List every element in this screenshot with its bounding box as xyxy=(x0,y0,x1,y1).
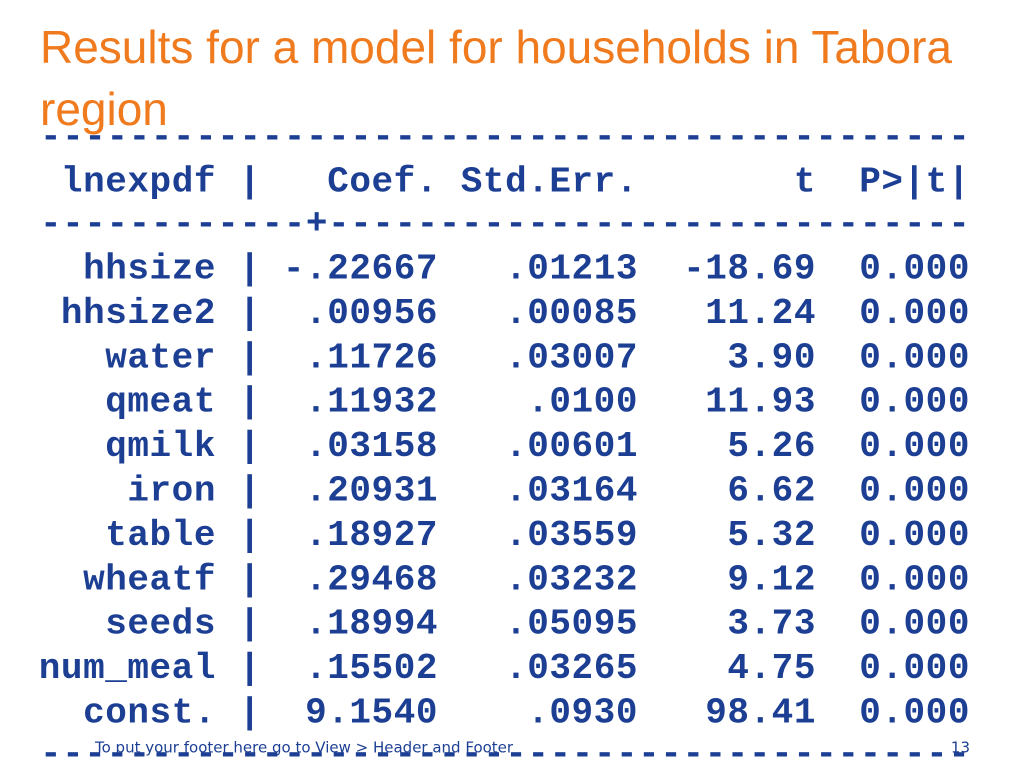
row-cell: .00085 xyxy=(505,293,638,334)
row-cell: -.22667 xyxy=(283,249,438,290)
row-label: water xyxy=(105,337,216,378)
row-cell: 3.73 xyxy=(727,604,816,645)
column-separator: | xyxy=(239,382,261,423)
row-cell: .00601 xyxy=(505,426,638,467)
row-cell: 6.62 xyxy=(727,471,816,512)
column-separator: | xyxy=(239,162,261,203)
row-cell: .03007 xyxy=(505,337,638,378)
column-separator: | xyxy=(239,293,261,334)
row-cell: .18994 xyxy=(305,604,438,645)
row-cell: 3.90 xyxy=(727,337,816,378)
header-cell: P>|t| xyxy=(859,162,970,203)
row-cell: 0.000 xyxy=(859,471,970,512)
rule: ----------------------------------------… xyxy=(40,117,970,158)
row-label: qmilk xyxy=(105,426,216,467)
row-cell: 98.41 xyxy=(705,693,816,734)
row-cell: 0.000 xyxy=(859,337,970,378)
row-label: num_meal xyxy=(39,648,216,689)
row-cell: 11.93 xyxy=(705,382,816,423)
row-cell: 0.000 xyxy=(859,293,970,334)
row-cell: .03158 xyxy=(305,426,438,467)
row-label: hhsize2 xyxy=(61,293,216,334)
row-cell: 11.24 xyxy=(705,293,816,334)
row-cell: .03164 xyxy=(505,471,638,512)
page-number: 13 xyxy=(951,739,970,757)
header-label: lnexpdf xyxy=(61,162,216,203)
column-separator: | xyxy=(239,249,261,290)
row-cell: 4.75 xyxy=(727,648,816,689)
header-cell: Std.Err. xyxy=(461,162,638,203)
row-cell: -18.69 xyxy=(683,249,816,290)
row-label: table xyxy=(105,515,216,556)
row-label: const. xyxy=(83,693,216,734)
row-cell: 9.12 xyxy=(727,559,816,600)
row-cell: .20931 xyxy=(305,471,438,512)
row-label: wheatf xyxy=(83,559,216,600)
row-cell: 0.000 xyxy=(859,604,970,645)
row-cell: 5.32 xyxy=(727,515,816,556)
row-cell: .11932 xyxy=(305,382,438,423)
rule: ----------------------------------------… xyxy=(40,734,970,768)
row-cell: .03559 xyxy=(505,515,638,556)
rule: ------------+---------------------------… xyxy=(40,204,970,245)
row-cell: .03232 xyxy=(505,559,638,600)
column-separator: | xyxy=(239,648,261,689)
row-cell: 5.26 xyxy=(727,426,816,467)
row-label: seeds xyxy=(105,604,216,645)
row-cell: 0.000 xyxy=(859,426,970,467)
slide-title: Results for a model for households in Ta… xyxy=(40,21,953,135)
column-separator: | xyxy=(239,604,261,645)
row-label: iron xyxy=(127,471,216,512)
row-cell: .18927 xyxy=(305,515,438,556)
row-label: hhsize xyxy=(83,249,216,290)
column-separator: | xyxy=(239,337,261,378)
row-cell: 0.000 xyxy=(859,515,970,556)
footer-text: To put your footer here go to View > Hea… xyxy=(94,739,514,757)
row-cell: 0.000 xyxy=(859,382,970,423)
header-cell: Coef. xyxy=(327,162,438,203)
row-cell: 9.1540 xyxy=(305,693,438,734)
row-cell: .01213 xyxy=(505,249,638,290)
row-cell: 0.000 xyxy=(859,693,970,734)
row-cell: 0.000 xyxy=(859,249,970,290)
column-separator: | xyxy=(239,426,261,467)
row-cell: .11726 xyxy=(305,337,438,378)
header-cell: t xyxy=(794,162,816,203)
column-separator: | xyxy=(239,559,261,600)
row-cell: .15502 xyxy=(305,648,438,689)
row-cell: .0930 xyxy=(527,693,638,734)
column-separator: | xyxy=(239,471,261,512)
row-cell: .29468 xyxy=(305,559,438,600)
row-cell: 0.000 xyxy=(859,648,970,689)
column-separator: | xyxy=(239,693,261,734)
row-cell: 0.000 xyxy=(859,559,970,600)
row-label: qmeat xyxy=(105,382,216,423)
row-cell: .05095 xyxy=(505,604,638,645)
row-cell: .00956 xyxy=(305,293,438,334)
row-cell: .0100 xyxy=(527,382,638,423)
column-separator: | xyxy=(239,515,261,556)
row-cell: .03265 xyxy=(505,648,638,689)
